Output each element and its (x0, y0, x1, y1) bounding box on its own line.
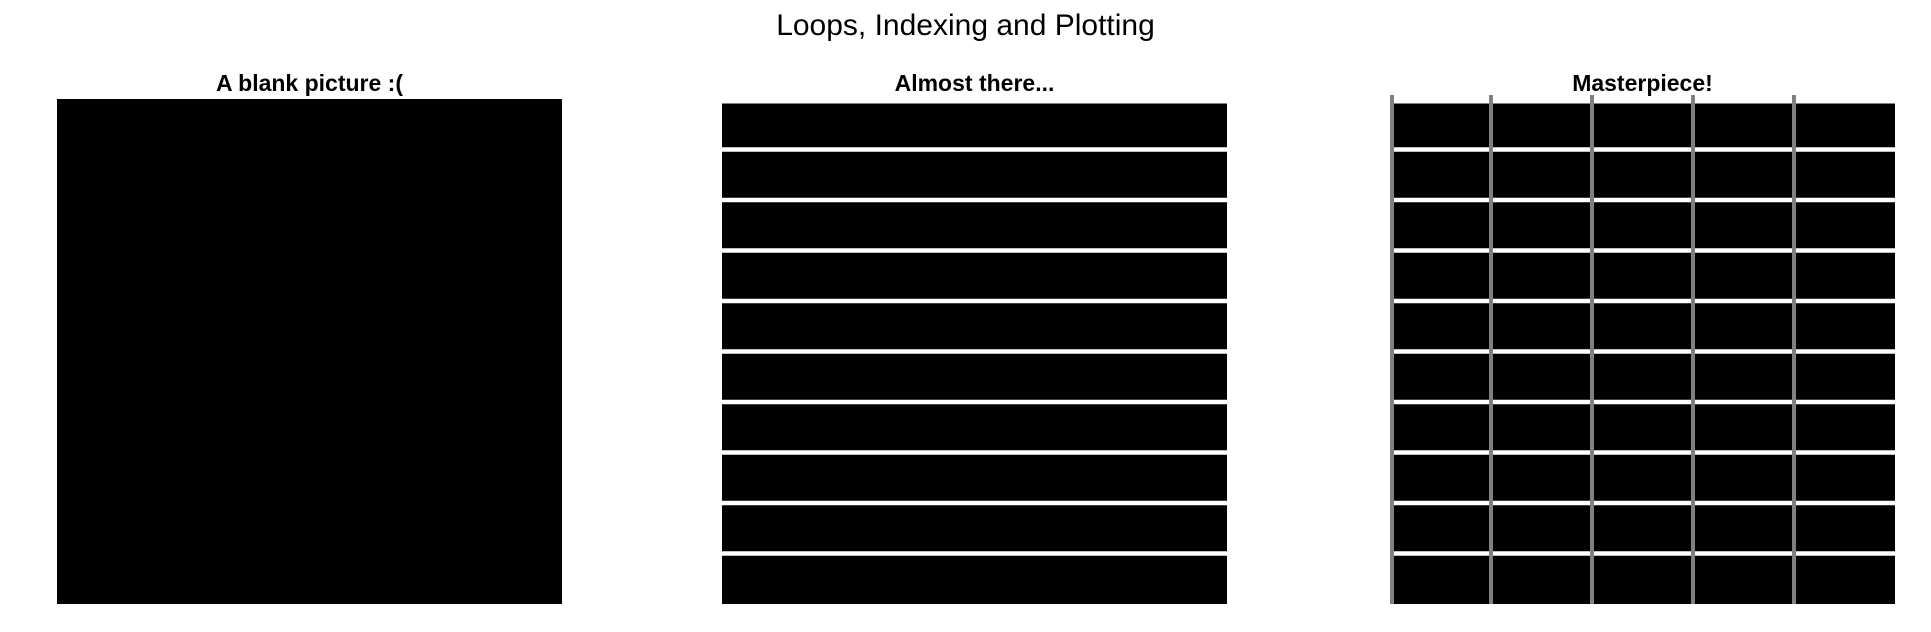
panel-almost-row-gap (722, 197, 1227, 203)
panel-almost-row-gap (722, 99, 1227, 104)
panel-blank-fill (57, 99, 562, 604)
panel-almost-row-gap (722, 551, 1227, 556)
panel-masterpiece-col-line (1590, 95, 1594, 604)
panel-masterpiece-row-gap (1390, 349, 1895, 354)
panel-almost-row-gap (722, 248, 1227, 253)
panel-title-almost: Almost there... (894, 70, 1055, 96)
panel-masterpiece-row-gap (1390, 399, 1895, 405)
panel-almost-row-gap (722, 147, 1227, 152)
panel-masterpiece-col-line (1691, 95, 1695, 604)
panel-almost-row-gap (722, 500, 1227, 506)
panel-title-blank: A blank picture :( (216, 70, 403, 96)
panel-blank-canvas (57, 99, 562, 604)
figure-title: Loops, Indexing and Plotting (776, 9, 1155, 42)
panel-masterpiece-row-gap (1390, 551, 1895, 556)
panel-blank (57, 99, 562, 604)
panel-masterpiece-col-line (1390, 95, 1394, 604)
panel-masterpiece-canvas (1390, 95, 1895, 604)
panel-almost-row-gap (722, 399, 1227, 405)
panel-masterpiece-row-gap (1390, 298, 1895, 304)
panel-masterpiece-row-gap (1390, 248, 1895, 253)
panel-masterpiece (1390, 95, 1895, 604)
panel-almost (722, 99, 1227, 604)
panel-almost-row-gap (722, 349, 1227, 354)
panel-masterpiece-row-gap (1390, 147, 1895, 152)
panel-almost-canvas (722, 99, 1227, 604)
panel-almost-row-gap (722, 450, 1227, 455)
panel-masterpiece-col-line (1489, 95, 1493, 604)
panel-masterpiece-row-gap (1390, 450, 1895, 455)
panel-masterpiece-row-gap (1390, 197, 1895, 203)
panel-almost-row-gap (722, 298, 1227, 304)
panel-masterpiece-col-line (1792, 95, 1796, 604)
panel-masterpiece-row-gap (1390, 500, 1895, 506)
panel-title-masterpiece: Masterpiece! (1572, 70, 1713, 96)
panel-masterpiece-row-gap (1390, 99, 1895, 104)
